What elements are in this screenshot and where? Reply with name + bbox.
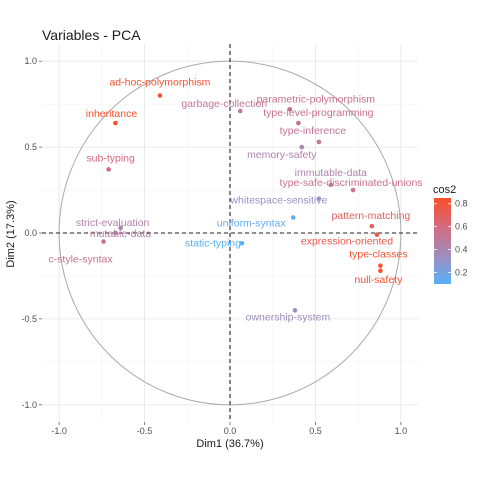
- point-label: type-classes: [349, 249, 407, 261]
- legend-tick-label: 0.2: [455, 268, 468, 278]
- point-uniform-syntax: [290, 215, 296, 220]
- point-garbage-collection: [237, 108, 243, 114]
- point-label: ownership-system: [246, 311, 331, 323]
- point-inheritance: [113, 120, 118, 126]
- point-label: uniform-syntax: [217, 218, 287, 230]
- point-label: mutable-data: [90, 228, 151, 240]
- x-axis-title: Dim1 (36.7%): [196, 438, 263, 450]
- point-label: sub-typing: [86, 152, 135, 164]
- point-type-inference: [316, 139, 322, 145]
- labels-layer: ad-hoc-polymorphism garbage-collectionpar…: [48, 77, 422, 324]
- y-tick-label: 0.0: [24, 228, 37, 238]
- x-axis-ticks: -1.0 -0.5 0.0 0.5 1.0: [51, 422, 407, 436]
- point-mutable-data: [113, 230, 118, 236]
- legend-title: cos2: [433, 184, 456, 196]
- point-pattern-matching: [369, 223, 375, 229]
- point-label: expression-oriented: [301, 236, 393, 248]
- point-label: immutable-data: [295, 167, 368, 179]
- y-tick-label: -1.0: [21, 400, 37, 410]
- point-memory-safety: [299, 144, 305, 150]
- point-whitespace-sensitive: [316, 196, 322, 201]
- point-label: whitespace-sensitive: [229, 195, 327, 207]
- point-expression-oriented: [374, 232, 380, 238]
- x-tick-label: 1.0: [395, 426, 408, 436]
- point-label: null-safety: [354, 274, 403, 286]
- x-tick-label: -1.0: [51, 426, 67, 436]
- point-null-safety: [378, 268, 383, 274]
- point-label: memory-safety: [247, 149, 317, 161]
- point-c-style-syntax: [101, 239, 106, 244]
- point-label: type-level-programming: [263, 107, 373, 119]
- plot-panel: [42, 44, 418, 422]
- point-label: type-safe-discriminated-unions: [280, 177, 423, 189]
- legend-tick-label: 0.4: [455, 245, 468, 255]
- point-immutable-data: [328, 182, 334, 188]
- y-tick-label: 1.0: [24, 56, 37, 66]
- y-axis-title: Dim2 (17.3%): [5, 200, 17, 267]
- y-axis-ticks: -1.0 -0.5 0.0 0.5 1.0: [21, 56, 42, 410]
- point-strict-evaluation: [118, 225, 123, 231]
- x-tick-label: 0.5: [309, 426, 322, 436]
- y-tick-label: 0.5: [24, 142, 37, 152]
- point-label: strict-evaluation: [76, 217, 150, 229]
- point-sub-typing: [106, 167, 111, 172]
- point-type-level-programming: [296, 120, 301, 126]
- legend-colorbar: [434, 198, 451, 284]
- legend-tick-label: 0.8: [455, 199, 468, 209]
- point-ad-hoc-polymorphism: [157, 93, 163, 98]
- point-ownership-system: [292, 308, 298, 313]
- point-label: ad-hoc-polymorphism: [109, 77, 210, 89]
- x-tick-label: -0.5: [137, 426, 153, 436]
- point-type-safe-discriminated-unions: [350, 187, 356, 193]
- y-tick-label: -0.5: [21, 314, 37, 324]
- point-label: c-style-syntax: [48, 254, 113, 266]
- point-label: type-inference: [280, 125, 347, 137]
- cos2-legend: cos2 0.2 0.4 0.6 0.8: [433, 184, 468, 284]
- chart-title: Variables - PCA: [42, 27, 141, 43]
- point-label: garbage-collection: [181, 98, 267, 110]
- points-layer: [101, 93, 383, 313]
- point-label: inheritance: [86, 108, 138, 120]
- point-label: static-typing: [185, 237, 241, 249]
- point-parametric-polymorphism: [287, 106, 293, 112]
- x-tick-label: 0.0: [224, 426, 237, 436]
- point-static-typing: [239, 241, 245, 246]
- point-label: pattern-matching: [331, 210, 410, 222]
- legend-tick-label: 0.6: [455, 222, 468, 232]
- point-label: parametric-polymorphism: [257, 93, 376, 105]
- point-type-classes: [378, 263, 383, 268]
